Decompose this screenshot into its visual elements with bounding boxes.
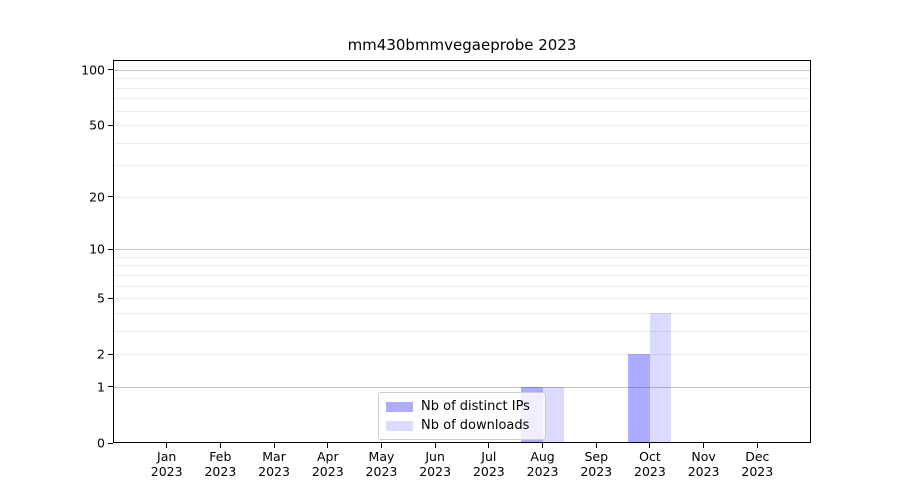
- x-tick-mark: [649, 443, 651, 448]
- chart-title: mm430bmmvegaeprobe 2023: [347, 36, 577, 54]
- legend-label-distinct-ips: Nb of distinct IPs: [421, 399, 530, 414]
- x-tick-mark: [219, 443, 221, 448]
- y-tick-label: 1: [97, 379, 105, 395]
- gridline-minor: [113, 110, 811, 112]
- gridlines: [113, 60, 811, 443]
- x-tick-mark: [434, 443, 436, 448]
- gridline-minor: [113, 196, 811, 198]
- x-tick-mark: [273, 443, 275, 448]
- y-tick-mark: [108, 248, 113, 250]
- gridline-minor: [113, 285, 811, 287]
- bar-downloads: [649, 312, 672, 443]
- y-tick-mark: [108, 124, 113, 126]
- y-tick-label: 0: [97, 435, 105, 451]
- x-tick-label: Mar 2023: [258, 449, 290, 479]
- y-tick-label: 5: [97, 290, 105, 306]
- gridline-major: [113, 69, 811, 71]
- x-tick-label: Feb 2023: [204, 449, 237, 479]
- legend-swatch-distinct-ips: [386, 401, 413, 412]
- y-tick-mark: [108, 196, 113, 198]
- x-tick-label: Aug 2023: [526, 449, 559, 479]
- gridline-minor: [113, 98, 811, 100]
- x-tick-mark: [488, 443, 490, 448]
- plot-area: [113, 60, 811, 443]
- x-tick-mark: [542, 443, 544, 448]
- y-tick-mark: [108, 353, 113, 355]
- legend-item-downloads: Nb of downloads: [386, 418, 537, 433]
- y-tick-mark: [108, 69, 113, 71]
- gridline-minor: [113, 330, 811, 332]
- gridline-minor: [113, 256, 811, 258]
- y-tick-mark: [108, 386, 113, 388]
- bars-layer: [113, 60, 811, 443]
- gridline-minor: [113, 125, 811, 127]
- y-tick-mark: [108, 297, 113, 299]
- gridline-minor: [113, 87, 811, 89]
- legend-item-distinct-ips: Nb of distinct IPs: [386, 399, 537, 414]
- x-tick-mark: [166, 443, 168, 448]
- gridline-minor: [113, 78, 811, 80]
- y-tick-label: 10: [89, 241, 105, 257]
- legend-label-downloads: Nb of downloads: [421, 418, 530, 433]
- gridline-major: [113, 249, 811, 251]
- bar-downloads: [542, 386, 564, 443]
- gridline-minor: [113, 165, 811, 167]
- gridline-minor: [113, 265, 811, 267]
- bar-distinct-ips: [628, 354, 650, 443]
- gridline-minor: [113, 312, 811, 314]
- x-tick-mark: [703, 443, 705, 448]
- y-tick-label: 100: [81, 62, 105, 78]
- x-tick-label: Oct 2023: [634, 449, 666, 479]
- y-tick-label: 50: [89, 117, 105, 133]
- x-tick-mark: [327, 443, 329, 448]
- x-tick-mark: [595, 443, 597, 448]
- gridline-minor: [113, 274, 811, 276]
- x-tick-label: Jan 2023: [150, 449, 183, 479]
- gridline-major: [113, 386, 811, 388]
- y-tick-label: 2: [97, 346, 105, 362]
- legend: Nb of distinct IPs Nb of downloads: [378, 392, 546, 440]
- legend-swatch-downloads: [386, 420, 413, 431]
- x-tick-label: Jul 2023: [472, 449, 505, 479]
- x-tick-mark: [756, 443, 758, 448]
- x-tick-label: Nov 2023: [687, 449, 720, 479]
- x-tick-mark: [380, 443, 382, 448]
- gridline-minor: [113, 354, 811, 356]
- gridline-minor: [113, 298, 811, 300]
- x-tick-label: Apr 2023: [311, 449, 344, 479]
- y-tick-mark: [108, 442, 113, 444]
- y-tick-label: 20: [89, 189, 105, 205]
- gridline-minor: [113, 142, 811, 144]
- x-tick-label: Dec 2023: [741, 449, 774, 479]
- x-tick-label: Sep 2023: [580, 449, 613, 479]
- x-tick-label: Jun 2023: [419, 449, 452, 479]
- x-tick-label: May 2023: [365, 449, 398, 479]
